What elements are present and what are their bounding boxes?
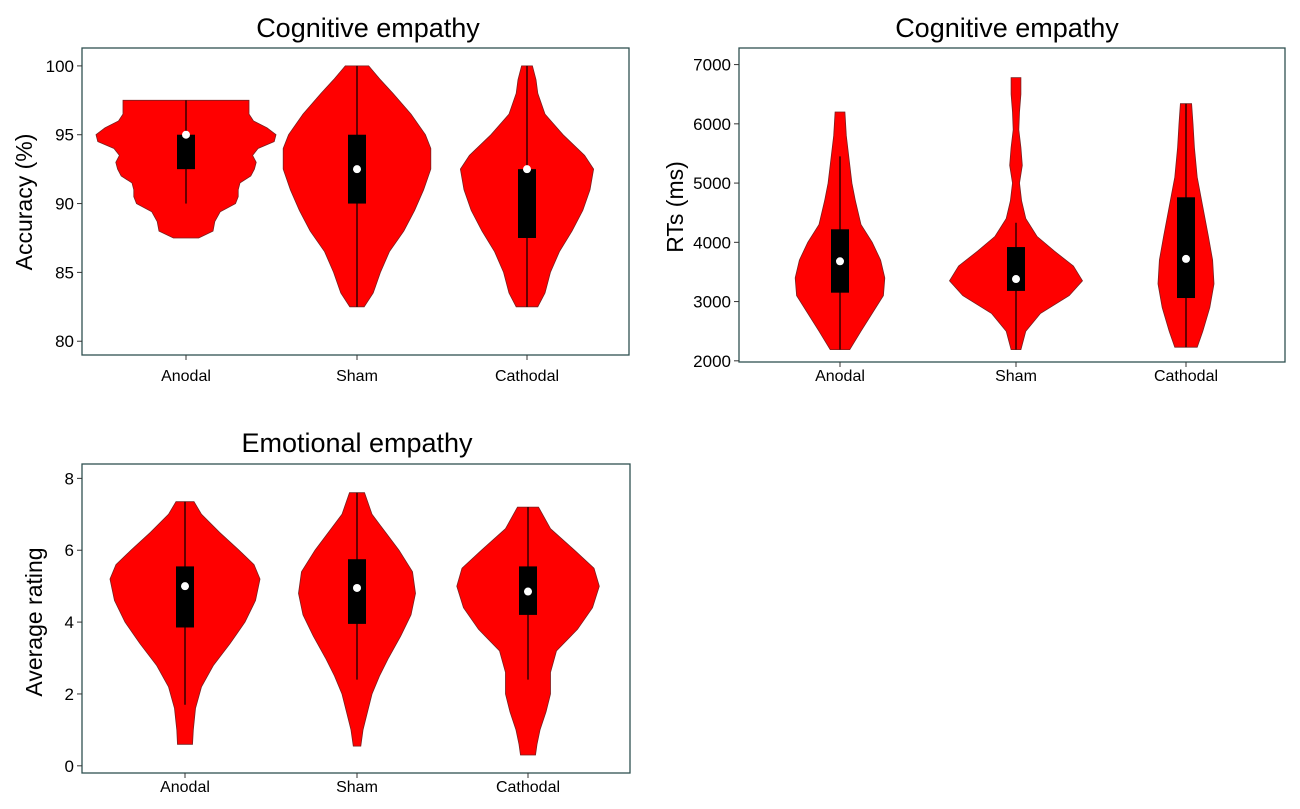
median-dot (182, 130, 190, 139)
y-tick-label: 6 (65, 541, 74, 560)
y-axis-label: RTs (ms) (662, 161, 688, 253)
panel-emotional: Emotional empathy Average rating 0 2 4 6 8 A… (21, 428, 631, 796)
iqr-box (177, 134, 195, 170)
violins (109, 492, 600, 756)
x-ticks: Anodal Sham Cathodal (815, 362, 1218, 385)
x-ticks: Anodal Sham Cathodal (160, 773, 560, 796)
plot-frame (81, 47, 630, 356)
x-tick-label: Sham (336, 779, 378, 796)
y-tick-label: 2000 (693, 352, 731, 371)
x-tick-label: Cathodal (495, 368, 559, 385)
violin-shape (949, 77, 1083, 350)
y-tick-label: 6000 (693, 115, 731, 134)
x-tick-label: Sham (336, 368, 378, 385)
y-axis-label: Average rating (21, 547, 47, 696)
plot-frame (81, 463, 631, 774)
x-tick-label: Anodal (815, 368, 865, 385)
y-tick-label: 100 (46, 57, 74, 76)
x-ticks: Anodal Sham Cathodal (161, 355, 559, 385)
violins (794, 77, 1215, 350)
violin-sham (298, 492, 416, 747)
median-dot (524, 587, 532, 596)
y-tick-label: 4 (65, 613, 74, 632)
median-dot (836, 257, 844, 266)
x-tick-label: Sham (995, 368, 1037, 385)
violin-cathodal (459, 65, 595, 308)
violin-sham (282, 65, 432, 308)
x-tick-label: Anodal (160, 779, 210, 796)
panel-title: Cognitive empathy (256, 13, 480, 43)
iqr-box (1177, 197, 1195, 299)
median-dot (353, 165, 361, 174)
y-tick-label: 7000 (693, 56, 731, 75)
panel-title: Cognitive empathy (895, 13, 1119, 43)
violin-anodal (794, 111, 886, 350)
y-tick-label: 5000 (693, 174, 731, 193)
y-ticks: 0 2 4 6 8 (65, 469, 82, 776)
median-dot (1012, 275, 1020, 284)
violins (95, 65, 595, 308)
violin-anodal (109, 501, 261, 745)
panel-accuracy: Cognitive empathy Accuracy (%) 80 85 90 95 1… (11, 13, 630, 385)
median-dot (1182, 254, 1190, 263)
x-tick-label: Anodal (161, 368, 211, 385)
panel-title: Emotional empathy (241, 428, 473, 458)
y-tick-label: 80 (55, 332, 74, 351)
y-tick-label: 85 (55, 263, 74, 282)
y-tick-label: 8 (65, 469, 74, 488)
y-tick-label: 95 (55, 126, 74, 145)
violin-sham (949, 77, 1083, 350)
iqr-box (1007, 247, 1025, 291)
median-dot (353, 583, 361, 592)
y-tick-label: 90 (55, 195, 74, 214)
x-tick-label: Cathodal (1154, 368, 1218, 385)
y-tick-label: 3000 (693, 293, 731, 312)
violin-anodal (95, 99, 277, 239)
y-tick-label: 4000 (693, 233, 731, 252)
y-tick-label: 0 (65, 757, 74, 776)
iqr-box (176, 566, 194, 628)
y-tick-label: 2 (65, 685, 74, 704)
violin-cathodal (1157, 103, 1215, 348)
panel-rts: Cognitive empathy RTs (ms) 2000 3000 4000 5… (662, 13, 1286, 385)
y-ticks: 80 85 90 95 100 (46, 57, 82, 351)
y-ticks: 2000 3000 4000 5000 6000 7000 (693, 56, 739, 371)
plot-frame (738, 47, 1286, 363)
x-tick-label: Cathodal (496, 779, 560, 796)
iqr-box (518, 169, 536, 238)
median-dot (181, 582, 189, 591)
violin-cathodal (456, 506, 600, 756)
median-dot (523, 165, 531, 174)
y-axis-label: Accuracy (%) (11, 134, 37, 271)
